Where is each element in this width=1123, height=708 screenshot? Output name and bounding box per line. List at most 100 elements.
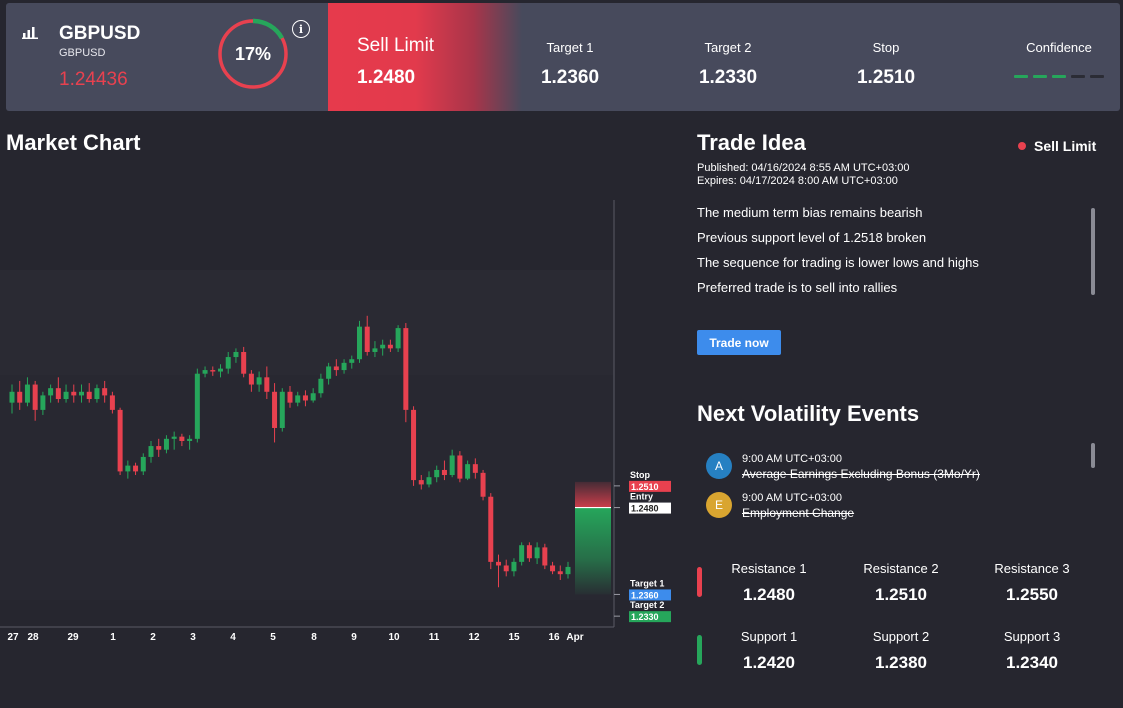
- level-name: Resistance 2: [863, 561, 939, 576]
- candle: [202, 366, 208, 378]
- level-marker: Target 1 1.2360: [614, 578, 671, 601]
- level-name: Support 1: [740, 629, 798, 644]
- candle: [465, 460, 471, 481]
- level-value: 1.2480: [631, 504, 659, 514]
- symbol-name: GBPUSD: [59, 23, 141, 44]
- x-tick-label: 27: [7, 632, 19, 643]
- level-label: Target 2: [630, 600, 664, 610]
- x-tick-label: 8: [311, 632, 317, 643]
- candle: [372, 341, 378, 358]
- x-tick-label: 5: [270, 632, 276, 643]
- instrument-header: GBPUSD GBPUSD 1.24436 17% i Sell Limit 1…: [6, 3, 1120, 111]
- candle: [225, 351, 231, 374]
- x-tick-label: 29: [67, 632, 79, 643]
- candle: [326, 362, 332, 385]
- candle: [403, 323, 409, 423]
- candle: [395, 325, 401, 352]
- event-time: 9:00 AM UTC+03:00: [742, 492, 842, 504]
- level-label: Entry: [630, 492, 653, 502]
- trade-zone: [575, 481, 611, 595]
- x-tick-label: 1: [110, 632, 116, 643]
- level-name: Support 2: [872, 629, 930, 644]
- candle: [542, 543, 548, 570]
- candle: [380, 339, 386, 356]
- trade-idea-scrollbar[interactable]: [1091, 208, 1095, 295]
- candle: [140, 453, 146, 476]
- candle: [133, 462, 139, 476]
- candle: [48, 384, 54, 403]
- chart-title: Market Chart: [6, 130, 141, 155]
- candle: [550, 561, 556, 575]
- candle: [256, 371, 262, 392]
- level-value: 1.2330: [631, 612, 659, 622]
- list-item: Previous support level of 1.2518 broken: [697, 230, 927, 245]
- trade-idea-title: Trade Idea: [697, 130, 806, 155]
- published-date: Published: 04/16/2024 8:55 AM UTC+03:00: [697, 162, 910, 174]
- candle: [71, 384, 77, 403]
- support-indicator: [697, 635, 702, 665]
- candle: [233, 348, 239, 363]
- current-price: 1.24436: [59, 69, 128, 90]
- info-icon[interactable]: i: [292, 20, 310, 38]
- candle: [364, 315, 370, 356]
- candle: [156, 438, 162, 457]
- profit-zone: [575, 507, 611, 595]
- x-tick-label: 11: [429, 632, 440, 643]
- candles-layer: [9, 315, 571, 588]
- expires-date: Expires: 04/17/2024 8:00 AM UTC+03:00: [697, 175, 898, 187]
- level-value: 1.2340: [1006, 653, 1058, 672]
- candle: [210, 366, 216, 376]
- x-tick-label: 9: [351, 632, 357, 643]
- candle: [241, 346, 247, 378]
- level-value: 1.2360: [631, 590, 659, 600]
- confidence-bars: [1004, 75, 1114, 78]
- candle: [341, 359, 347, 374]
- trade-now-button[interactable]: Trade now: [697, 330, 781, 355]
- x-tick-label: 28: [27, 632, 39, 643]
- level-marker: Stop 1.2510: [614, 470, 671, 492]
- stat-value: 1.2330: [698, 67, 758, 88]
- confidence-bar: [1090, 75, 1104, 78]
- candle: [17, 380, 23, 410]
- resistance-2: Resistance 2 1.2510: [836, 561, 966, 605]
- confidence-meter: Confidence: [1004, 40, 1114, 78]
- event-name: Average Earnings Excluding Bonus (3Mo/Yr…: [742, 467, 980, 481]
- stop-stat: Stop 1.2510: [826, 40, 946, 89]
- candle: [287, 385, 293, 408]
- progress-label: 17%: [234, 43, 272, 64]
- candle: [248, 370, 254, 392]
- candle: [86, 383, 92, 403]
- candle: [187, 435, 193, 450]
- trade-idea-list: The medium term bias remains bearish Pre…: [697, 205, 1077, 305]
- bar-chart-icon: [22, 27, 38, 39]
- candle: [511, 558, 517, 577]
- candle: [472, 458, 478, 479]
- candle: [63, 384, 69, 403]
- candle: [333, 359, 339, 376]
- candle: [302, 390, 308, 407]
- candle: [349, 355, 355, 369]
- candle: [480, 469, 486, 501]
- events-scrollbar[interactable]: [1091, 443, 1095, 468]
- candle: [449, 449, 455, 478]
- candle: [264, 366, 270, 400]
- order-type: Sell Limit: [357, 35, 435, 56]
- stat-label: Stop: [872, 40, 900, 55]
- level-value: 1.2480: [743, 585, 795, 604]
- candle: [171, 431, 177, 450]
- candle: [279, 388, 285, 432]
- chart-band: [0, 270, 614, 375]
- x-axis-ticks: 27 28 29 1 2 3 4 5 8 9 10 11 12 15 16 Apr: [7, 632, 583, 643]
- level-marker: Target 2 1.2330: [614, 600, 671, 623]
- candle: [218, 364, 223, 378]
- level-value: 1.2510: [631, 482, 659, 492]
- level-value: 1.2380: [875, 653, 927, 672]
- candle: [109, 391, 115, 414]
- candle: [411, 406, 417, 486]
- event-time: 9:00 AM UTC+03:00: [742, 453, 842, 465]
- confidence-bar: [1033, 75, 1047, 78]
- x-tick-label: 2: [150, 632, 156, 643]
- candle: [310, 388, 316, 403]
